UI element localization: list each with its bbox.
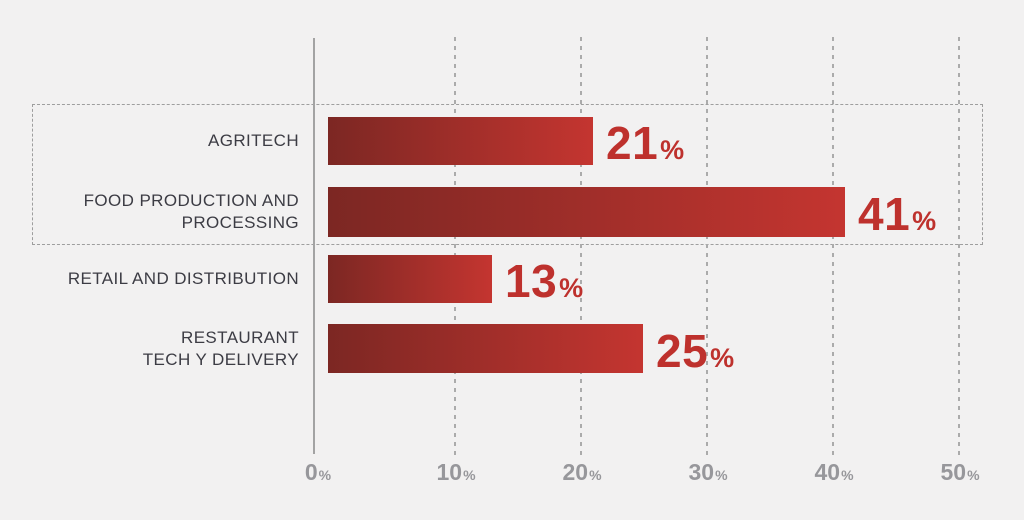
tick-percent-sign: % — [715, 467, 728, 483]
tick-percent-sign: % — [967, 467, 980, 483]
tick-percent-sign: % — [841, 467, 854, 483]
value-label: 25% — [656, 328, 734, 374]
category-label: RESTAURANT TECH Y DELIVERY — [30, 327, 299, 371]
tick-value: 20 — [562, 459, 589, 485]
bar — [328, 187, 845, 237]
value-percent-sign: % — [710, 342, 735, 373]
bar — [328, 117, 593, 165]
gridline-20 — [580, 37, 582, 455]
category-label-line: PROCESSING — [181, 213, 299, 232]
tick-label-50: 50% — [940, 461, 979, 484]
gridline-40 — [832, 37, 834, 455]
value-percent-sign: % — [660, 135, 685, 165]
tick-label-0: 0% — [305, 461, 331, 484]
category-label-line: AGRITECH — [207, 131, 299, 150]
category-label: FOOD PRODUCTION AND PROCESSING — [30, 190, 299, 234]
tick-value: 40 — [814, 459, 841, 485]
tick-percent-sign: % — [318, 467, 332, 483]
highlight-box — [32, 104, 983, 245]
tick-percent-sign: % — [589, 467, 602, 483]
category-label-line: FOOD PRODUCTION AND — [83, 191, 299, 210]
tick-label-10: 10% — [436, 461, 475, 484]
value-number: 25 — [656, 324, 709, 377]
bar — [328, 255, 492, 303]
gridline-30 — [706, 37, 708, 455]
tick-label-20: 20% — [562, 461, 601, 484]
category-label: RETAIL AND DISTRIBUTION — [30, 268, 299, 290]
value-number: 21 — [606, 117, 659, 169]
zero-axis-line — [313, 38, 315, 454]
value-label: 41% — [858, 191, 936, 237]
category-label-line: RETAIL AND DISTRIBUTION — [67, 269, 299, 288]
tick-value: 50 — [940, 459, 967, 485]
gridline-50 — [958, 37, 960, 455]
category-label-line: TECH Y DELIVERY — [142, 349, 299, 369]
bar — [328, 324, 643, 373]
tick-value: 10 — [436, 459, 463, 485]
category-label-line: RESTAURANT — [181, 327, 299, 347]
tick-label-30: 30% — [688, 461, 727, 484]
value-percent-sign: % — [912, 206, 937, 236]
value-label: 21% — [606, 120, 684, 166]
tick-value: 30 — [688, 459, 715, 485]
gridline-10 — [454, 37, 456, 455]
category-label: AGRITECH — [30, 130, 299, 152]
tick-percent-sign: % — [463, 467, 476, 483]
value-number: 41 — [858, 188, 911, 240]
tick-value: 0 — [304, 459, 318, 485]
value-percent-sign: % — [559, 273, 584, 303]
value-number: 13 — [505, 255, 558, 307]
tick-label-40: 40% — [814, 461, 853, 484]
value-label: 13% — [505, 258, 583, 304]
